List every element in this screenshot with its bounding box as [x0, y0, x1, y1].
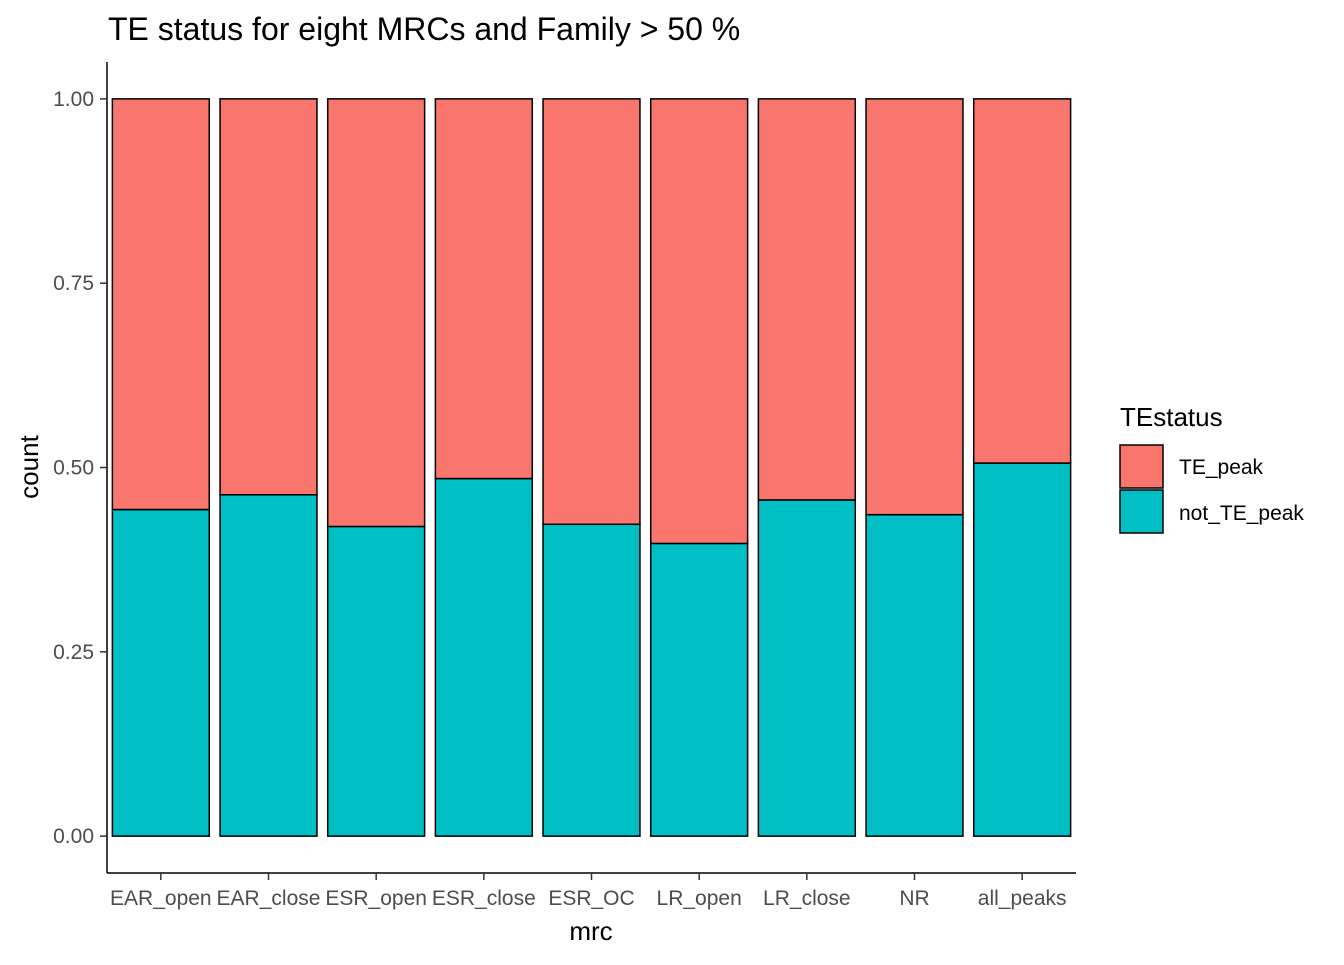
bar-esr-close-te-peak	[435, 99, 532, 479]
y-tick-label: 1.00	[53, 88, 94, 111]
y-tick-label: 0.00	[53, 825, 94, 848]
bar-ear-close-not-te-peak	[220, 495, 317, 836]
bar-lr-open-te-peak	[651, 99, 748, 544]
legend-title: TEstatus	[1120, 402, 1223, 432]
y-tick-label: 0.75	[53, 272, 94, 295]
x-tick-label-ear-open: EAR_open	[110, 887, 212, 910]
legend-label-not-te-peak: not_TE_peak	[1179, 502, 1304, 525]
y-tick-label: 0.25	[53, 641, 94, 664]
x-ticks-layer: EAR_open EAR_close ESR_open ESR_close ESR_OC…	[110, 873, 1066, 910]
x-tick-label-lr-close: LR_close	[763, 887, 851, 910]
bar-all-peaks-not-te-peak	[974, 463, 1071, 836]
bar-esr-close-not-te-peak	[435, 479, 532, 837]
bar-esr-oc-te-peak	[543, 99, 640, 524]
x-tick-label-all-peaks: all_peaks	[978, 887, 1067, 910]
bar-esr-oc-not-te-peak	[543, 524, 640, 836]
bar-nr-te-peak	[866, 99, 963, 515]
bar-ear-close-te-peak	[220, 99, 317, 495]
bar-nr-not-te-peak	[866, 515, 963, 836]
x-tick-label-nr: NR	[899, 887, 929, 910]
bar-lr-open-not-te-peak	[651, 543, 748, 836]
bar-ear-open-not-te-peak	[112, 510, 209, 837]
legend-swatch-te-peak	[1120, 445, 1163, 488]
legend-label-te-peak: TE_peak	[1179, 456, 1264, 479]
bar-esr-open-not-te-peak	[328, 526, 425, 836]
x-tick-label-esr-close: ESR_close	[432, 887, 536, 910]
chart-title: TE status for eight MRCs and Family > 50…	[108, 11, 740, 47]
y-ticks-layer: 0.00 0.25 0.50 0.75 1.00	[53, 88, 107, 848]
legend: TEstatus TE_peak not_TE_peak	[1120, 402, 1304, 533]
bar-ear-open-te-peak	[112, 99, 209, 510]
x-tick-label-lr-open: LR_open	[657, 887, 742, 910]
bar-esr-open-te-peak	[328, 99, 425, 527]
bars-layer	[112, 99, 1070, 836]
x-tick-label-ear-close: EAR_close	[217, 887, 321, 910]
bar-lr-close-te-peak	[758, 99, 855, 500]
x-axis-title: mrc	[569, 916, 612, 946]
y-axis-title: count	[14, 434, 44, 498]
bar-lr-close-not-te-peak	[758, 500, 855, 836]
legend-swatch-not-te-peak	[1120, 490, 1163, 533]
x-tick-label-esr-oc: ESR_OC	[548, 887, 634, 910]
bar-all-peaks-te-peak	[974, 99, 1071, 463]
y-tick-label: 0.50	[53, 457, 94, 480]
x-tick-label-esr-open: ESR_open	[325, 887, 427, 910]
